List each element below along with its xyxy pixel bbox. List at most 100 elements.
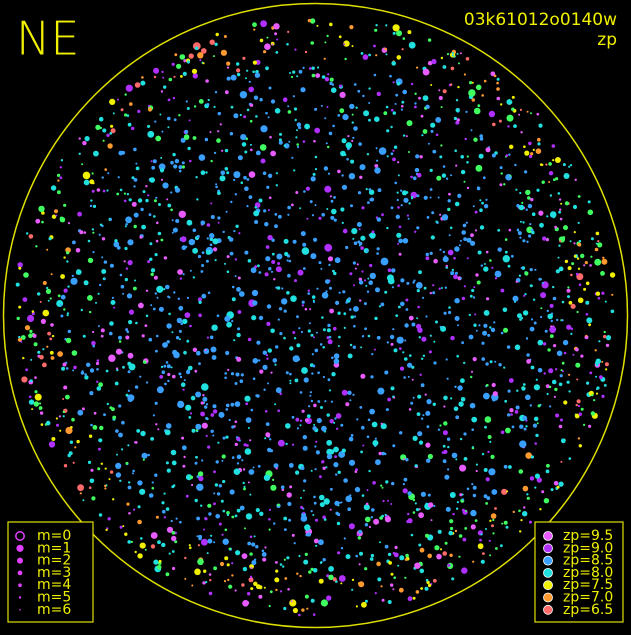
- star: [329, 508, 332, 511]
- star: [331, 372, 336, 377]
- star: [328, 335, 332, 339]
- legend-symbol: [543, 543, 553, 554]
- star: [285, 423, 291, 429]
- star: [572, 204, 578, 210]
- star: [451, 52, 454, 55]
- star: [268, 528, 271, 531]
- star: [475, 463, 478, 466]
- star: [160, 178, 164, 181]
- star: [39, 354, 44, 360]
- star: [275, 387, 282, 394]
- star: [339, 108, 345, 114]
- star: [306, 414, 311, 418]
- legend-symbol: [543, 531, 553, 541]
- star: [272, 478, 275, 481]
- star: [126, 330, 130, 334]
- star: [283, 336, 286, 340]
- star: [310, 399, 314, 403]
- star: [578, 283, 582, 287]
- star: [531, 212, 536, 216]
- star: [275, 172, 278, 175]
- star: [65, 394, 70, 400]
- star: [511, 95, 515, 99]
- star: [244, 250, 249, 255]
- star: [508, 153, 511, 156]
- star: [155, 515, 159, 519]
- star: [327, 323, 331, 328]
- star: [323, 498, 330, 505]
- star: [381, 451, 385, 456]
- star: [514, 163, 517, 167]
- star: [156, 285, 164, 293]
- star: [259, 369, 264, 374]
- star: [226, 513, 230, 517]
- star: [101, 269, 107, 274]
- star: [568, 373, 571, 376]
- star: [286, 556, 290, 560]
- star: [203, 528, 206, 531]
- star: [393, 576, 397, 579]
- star: [440, 144, 443, 147]
- star: [413, 279, 416, 282]
- star: [242, 600, 249, 607]
- star: [304, 307, 308, 311]
- star: [489, 326, 492, 329]
- star: [311, 73, 316, 78]
- star: [292, 95, 295, 98]
- star: [283, 238, 289, 244]
- legend-symbol: [15, 531, 25, 541]
- star: [93, 150, 99, 157]
- star: [153, 75, 157, 79]
- star: [244, 448, 252, 455]
- star: [35, 245, 38, 248]
- star: [445, 358, 448, 361]
- star: [399, 347, 402, 350]
- star: [212, 434, 215, 437]
- star: [236, 436, 239, 439]
- star: [479, 208, 483, 212]
- frame-id: 03k61012o0140w: [464, 10, 617, 30]
- star: [201, 251, 205, 255]
- star: [595, 291, 601, 296]
- star: [142, 458, 145, 461]
- star: [363, 302, 367, 306]
- star: [368, 469, 371, 473]
- star: [304, 123, 310, 130]
- star: [474, 519, 478, 522]
- star: [597, 242, 603, 248]
- star: [185, 404, 192, 411]
- star: [431, 58, 437, 65]
- star: [233, 468, 241, 476]
- star: [237, 327, 241, 331]
- star: [340, 501, 343, 504]
- star: [198, 362, 201, 365]
- star: [471, 483, 474, 486]
- star: [192, 347, 198, 352]
- star: [550, 325, 553, 328]
- star: [465, 57, 470, 61]
- star: [62, 415, 65, 418]
- star: [566, 288, 571, 293]
- star: [276, 286, 281, 290]
- star: [402, 89, 408, 95]
- star: [502, 307, 508, 313]
- star: [405, 553, 409, 558]
- star: [165, 507, 170, 511]
- star: [98, 233, 101, 236]
- star: [382, 499, 385, 503]
- star: [109, 331, 113, 336]
- star: [226, 66, 230, 69]
- star: [204, 349, 207, 351]
- star: [545, 238, 549, 242]
- star: [482, 176, 486, 180]
- star: [175, 517, 178, 520]
- star: [278, 307, 283, 311]
- star: [336, 427, 339, 430]
- star: [264, 546, 267, 549]
- star: [288, 259, 292, 263]
- star: [275, 588, 278, 592]
- star: [178, 169, 182, 173]
- star: [519, 108, 523, 111]
- star: [403, 197, 409, 203]
- star: [577, 404, 581, 408]
